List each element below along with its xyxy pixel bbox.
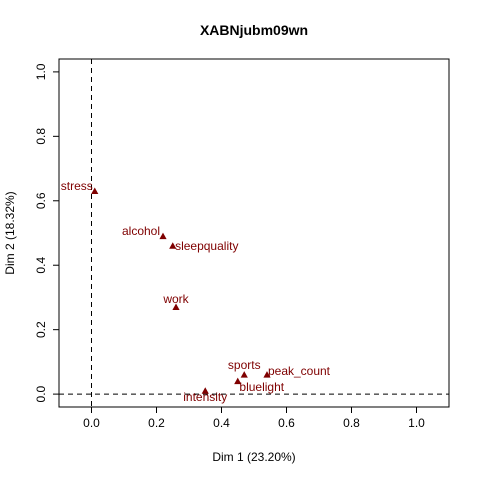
point-marker-sports [240,371,248,378]
x-tick-label: 0.4 [213,416,230,430]
reference-lines [59,59,449,407]
point-label-work: work [162,292,189,306]
y-tick-label: 1.0 [34,63,48,80]
x-tick-label: 0.0 [83,416,100,430]
x-axis-label: Dim 1 (23.20%) [212,450,295,464]
y-axis: 0.0 0.2 0.4 0.6 0.8 1.0 [34,63,60,402]
data-points: stress alcohol sleepquality work sports peak_… [61,179,331,404]
y-tick-label: 0.8 [34,128,48,145]
point-label-bluelight: bluelight [239,380,284,394]
x-axis: 0.0 0.2 0.4 0.6 0.8 1.0 [83,406,425,430]
point-marker-intensity [201,387,209,394]
chart-title: XABNjubm09wn [200,22,308,38]
x-tick-label: 0.6 [278,416,295,430]
point-marker-bluelight [234,377,242,385]
point-label-intensity: intensity [183,390,227,404]
y-tick-label: 0.0 [34,385,48,402]
x-tick-label: 0.2 [148,416,165,430]
point-marker-peak_count [263,371,271,378]
point-marker-work [172,303,180,310]
y-tick-label: 0.6 [34,192,48,209]
point-marker-stress [91,187,99,194]
y-tick-label: 0.2 [34,321,48,338]
plot-frame [58,58,450,408]
y-axis-label: Dim 2 (18.32%) [3,191,17,274]
point-label-sleepquality: sleepquality [175,239,238,253]
point-marker-alcohol [159,232,167,240]
x-tick-label: 1.0 [408,416,425,430]
y-tick-label: 0.4 [34,257,48,274]
point-marker-sleepquality [169,242,177,249]
point-label-alcohol: alcohol [122,224,160,238]
point-label-peak_count: peak_count [268,364,331,378]
point-label-sports: sports [228,358,261,372]
x-tick-label: 0.8 [343,416,360,430]
point-label-stress: stress [61,179,93,193]
